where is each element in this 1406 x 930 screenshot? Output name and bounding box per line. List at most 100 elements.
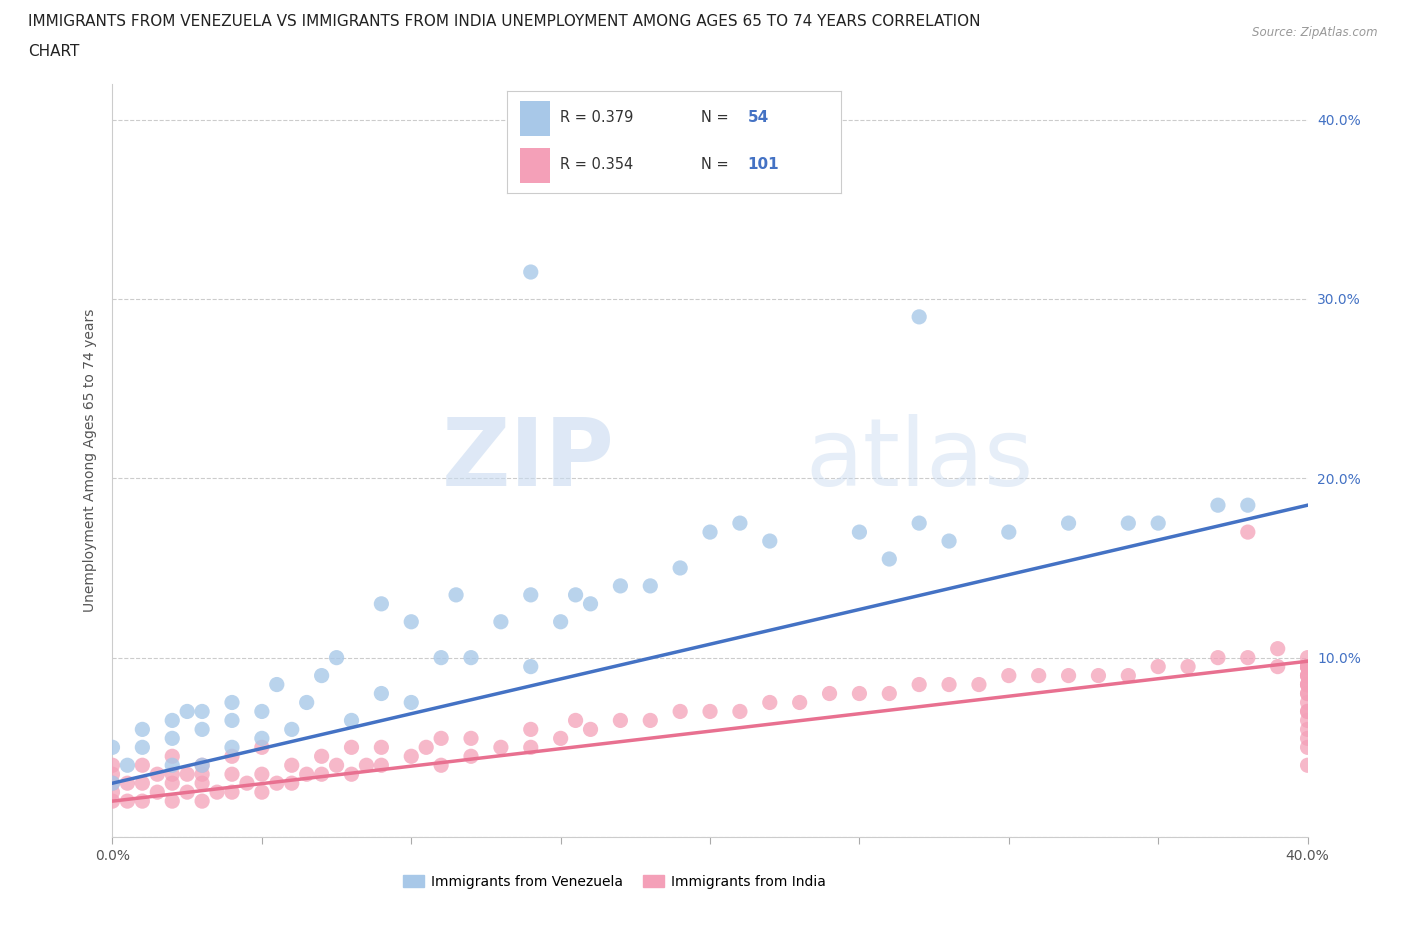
Point [460,749,482,764]
Point [1296,686,1319,701]
Point [489,615,512,630]
Point [1296,758,1319,773]
Text: Source: ZipAtlas.com: Source: ZipAtlas.com [1253,26,1378,39]
Point [146,766,169,781]
Point [176,785,198,800]
Point [1028,668,1050,683]
Point [1296,659,1319,674]
Point [236,776,259,790]
Point [759,534,782,549]
Point [908,310,931,325]
Point [162,793,183,808]
Point [609,578,631,593]
Point [669,561,692,576]
Point [221,749,243,764]
Point [1296,677,1319,692]
Point [162,776,183,790]
Point [131,740,153,755]
Point [1296,668,1319,683]
Point [340,766,363,781]
Point [266,776,288,790]
Point [444,588,467,603]
Point [699,704,721,719]
Point [250,704,273,719]
Point [1296,650,1319,665]
Point [579,722,602,737]
Point [266,677,288,692]
Point [221,713,243,728]
Point [579,596,602,611]
Point [101,793,124,808]
Point [1237,525,1260,539]
Point [162,713,183,728]
Point [430,731,453,746]
Point [311,668,333,683]
Point [967,677,990,692]
Point [879,686,901,701]
Point [1296,704,1319,719]
Point [1296,659,1319,674]
Point [176,704,198,719]
Point [325,650,347,665]
Point [1296,659,1319,674]
Point [340,740,363,755]
Point [370,758,392,773]
Point [1237,498,1260,512]
Point [1296,686,1319,701]
Point [162,731,183,746]
Point [191,722,214,737]
Point [460,731,482,746]
Point [191,793,214,808]
Point [281,758,304,773]
Point [728,515,751,530]
Point [370,740,392,755]
Point [1177,659,1199,674]
Legend: Immigrants from Venezuela, Immigrants from India: Immigrants from Venezuela, Immigrants fr… [398,869,831,894]
Point [1296,731,1319,746]
Point [1118,668,1140,683]
Point [1296,740,1319,755]
Point [1237,650,1260,665]
Point [221,766,243,781]
Point [117,776,139,790]
Point [101,776,124,790]
Point [250,731,273,746]
Point [699,525,721,539]
Point [1296,722,1319,737]
Point [1296,713,1319,728]
Point [848,686,870,701]
Point [295,695,318,710]
Point [640,713,662,728]
Point [401,695,423,710]
Point [908,515,931,530]
Point [281,776,304,790]
Point [117,793,139,808]
Point [669,704,692,719]
Point [131,776,153,790]
Point [191,776,214,790]
Point [789,695,811,710]
Point [759,695,782,710]
Point [101,776,124,790]
Point [415,740,437,755]
Point [640,578,662,593]
Point [520,588,543,603]
Point [520,264,543,279]
Point [1296,677,1319,692]
Point [1296,659,1319,674]
Point [221,695,243,710]
Point [162,758,183,773]
Point [1267,642,1289,657]
Point [848,525,870,539]
Point [295,766,318,781]
Point [1296,695,1319,710]
Point [430,650,453,665]
Point [1057,515,1080,530]
Point [1118,515,1140,530]
Point [1147,659,1170,674]
Point [609,713,631,728]
Point [176,766,198,781]
Point [1267,659,1289,674]
Point [1087,668,1109,683]
Point [191,758,214,773]
